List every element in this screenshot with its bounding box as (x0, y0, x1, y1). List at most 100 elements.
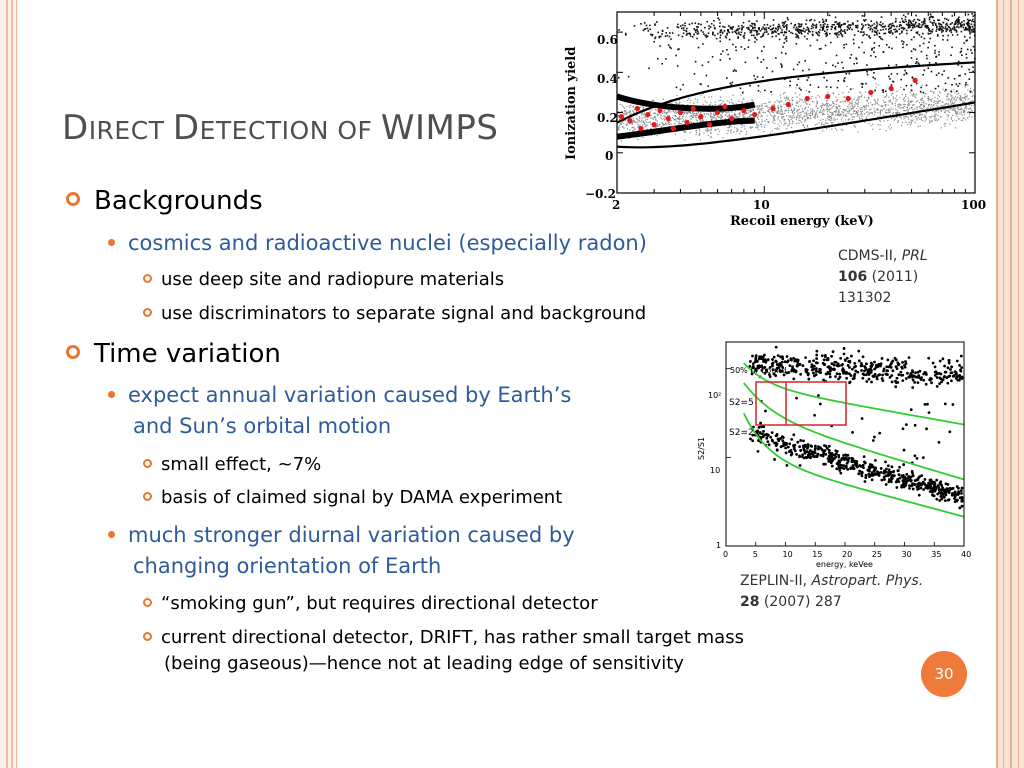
background-point (741, 126, 743, 129)
background-point (776, 128, 778, 130)
background-point (914, 121, 916, 124)
electron-recoil-point (860, 31, 863, 33)
event-point (833, 360, 837, 364)
electron-recoil-point (892, 24, 895, 27)
nuclear-recoil-band-edge (616, 93, 756, 112)
background-point (952, 114, 954, 117)
electron-recoil-point (863, 33, 866, 36)
background-point (781, 117, 783, 119)
background-point (871, 104, 873, 106)
background-point (925, 119, 927, 121)
electron-recoil-point (905, 71, 908, 74)
background-point (698, 119, 701, 121)
electron-recoil-point (726, 77, 728, 79)
event-point (784, 443, 788, 446)
background-point (767, 121, 769, 123)
background-point (937, 118, 940, 120)
electron-recoil-point (865, 82, 867, 85)
electron-recoil-point (737, 36, 740, 38)
background-point (821, 105, 823, 107)
background-point (773, 117, 775, 119)
electron-recoil-point (880, 24, 882, 27)
electron-recoil-point (852, 22, 854, 25)
background-point (794, 92, 796, 94)
event-point (894, 385, 898, 389)
background-point (920, 114, 922, 116)
electron-recoil-point (961, 54, 963, 57)
background-point (896, 116, 898, 118)
electron-recoil-point (945, 88, 947, 91)
event-point (754, 358, 758, 361)
electron-recoil-point (929, 21, 932, 23)
background-point (818, 122, 820, 124)
electron-recoil-point (941, 73, 944, 76)
electron-recoil-point (784, 38, 787, 40)
event-point (928, 378, 932, 382)
electron-recoil-point (747, 28, 750, 30)
event-point (951, 374, 955, 378)
background-point (962, 102, 965, 104)
background-point (950, 118, 952, 120)
electron-recoil-point (922, 20, 925, 23)
electron-recoil-point (866, 70, 868, 73)
background-point (653, 117, 655, 119)
background-point (656, 120, 659, 122)
background-point (777, 112, 779, 114)
background-point (639, 117, 641, 119)
electron-recoil-point (911, 77, 914, 79)
electron-recoil-point (749, 24, 752, 27)
background-point (776, 127, 779, 129)
electron-recoil-point (708, 25, 710, 27)
background-point (852, 88, 854, 90)
event-point (868, 475, 871, 479)
background-point (730, 132, 732, 134)
event-point (820, 354, 824, 358)
background-point (725, 114, 727, 116)
electron-recoil-point (783, 42, 785, 44)
background-point (646, 118, 648, 121)
electron-recoil-point (727, 53, 729, 56)
electron-recoil-point (965, 22, 968, 25)
background-point (827, 108, 829, 110)
electron-recoil-point (823, 76, 825, 79)
event-point (845, 376, 849, 380)
background-point (817, 95, 819, 97)
event-point (933, 374, 937, 377)
background-point (727, 127, 729, 129)
event-point (770, 431, 774, 435)
electron-recoil-point (907, 26, 910, 28)
candidate-event-point (722, 103, 728, 110)
background-point (850, 113, 852, 116)
background-point (666, 113, 668, 115)
background-point (841, 111, 843, 113)
background-point (887, 120, 889, 122)
event-point (787, 450, 791, 453)
electron-recoil-point (694, 22, 697, 25)
event-point (938, 359, 942, 363)
background-point (820, 109, 822, 111)
event-point (950, 379, 953, 383)
electron-recoil-point (755, 38, 758, 41)
electron-recoil-point (763, 45, 765, 48)
background-point (965, 107, 967, 109)
event-point (835, 467, 839, 471)
background-point (777, 118, 779, 120)
electron-recoil-point (961, 21, 963, 23)
electron-recoil-point (937, 85, 940, 88)
event-point (779, 445, 783, 449)
electron-recoil-point (680, 27, 683, 30)
background-point (877, 100, 879, 102)
annotation-s2-5: S2=5 (729, 398, 754, 408)
electron-recoil-point (805, 29, 807, 31)
background-point (822, 112, 824, 115)
background-point (797, 112, 799, 114)
background-point (861, 84, 864, 86)
background-point (806, 124, 809, 127)
background-point (701, 121, 703, 123)
electron-recoil-point (618, 76, 620, 79)
background-point (648, 121, 650, 124)
background-point (758, 115, 760, 117)
event-point (854, 364, 857, 368)
electron-recoil-point (720, 53, 722, 55)
background-point (911, 107, 913, 109)
